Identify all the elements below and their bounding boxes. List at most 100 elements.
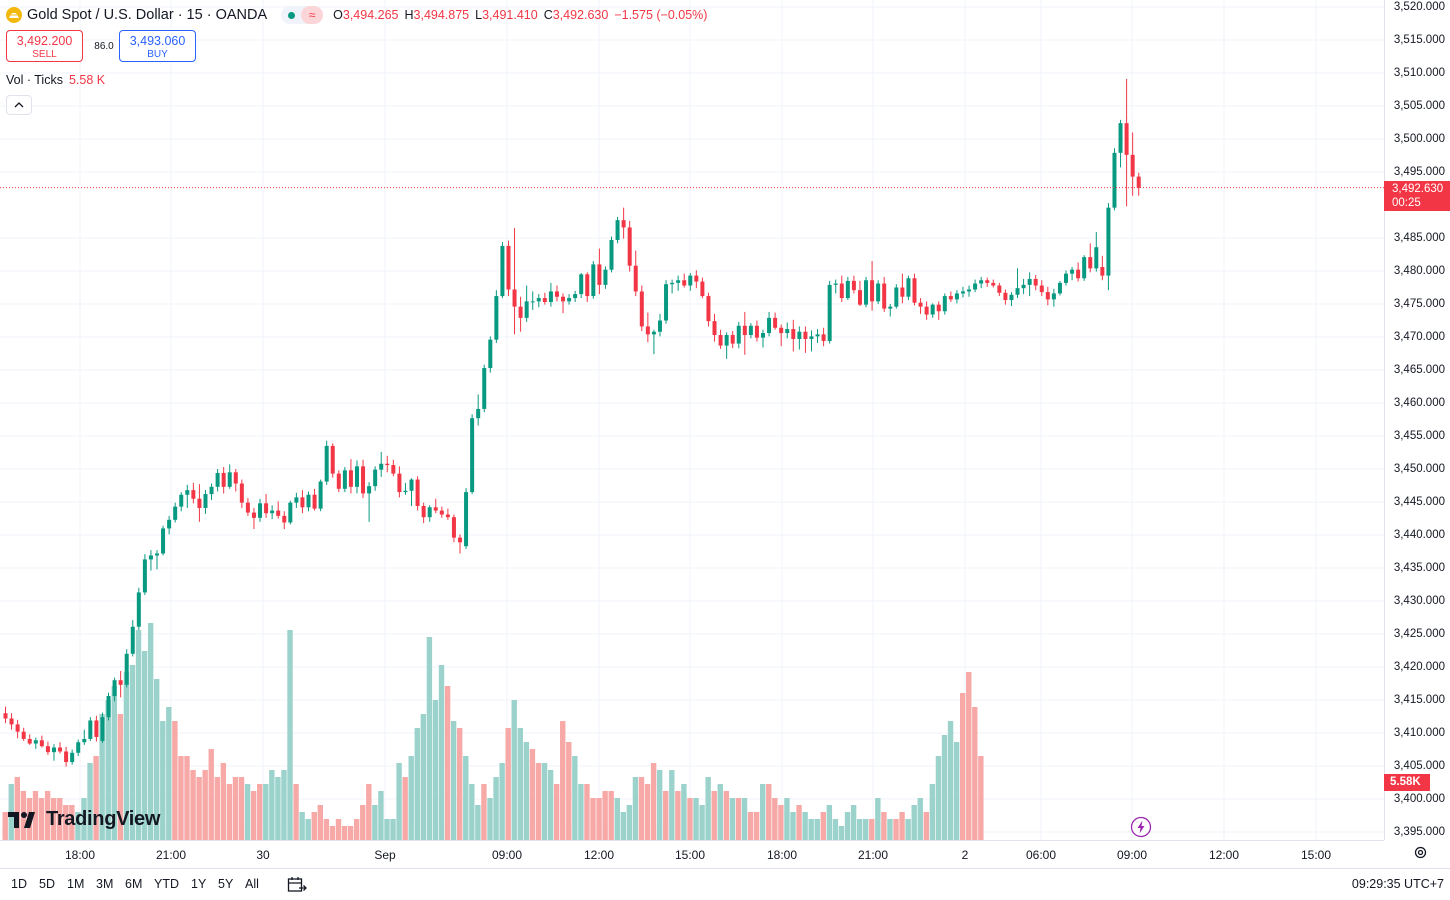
price-tick: 3,445.000 [1393,496,1445,508]
candle [433,498,438,514]
candle-body [173,506,178,520]
candle-body [415,479,420,506]
volume-bar [850,805,857,840]
clock[interactable]: 09:29:35 UTC+7 [1351,877,1444,891]
candle-body [700,281,705,297]
candle-body [179,494,184,507]
candle [482,364,487,413]
volume-bar [220,763,227,840]
volume-bar [578,784,584,840]
candle-body [15,724,20,732]
settings-icon[interactable] [1412,846,1428,862]
candle [615,216,620,244]
candle-body [585,274,590,297]
candle-body [385,463,390,466]
volume-bar [505,728,511,840]
candle [633,250,638,297]
volume-bar [820,812,826,840]
candle-body [1057,282,1062,294]
candle-body [882,283,887,309]
range-button-ytd[interactable]: YTD [154,877,179,891]
candle [227,464,232,489]
volume-bar [553,784,560,840]
candle-body [361,466,366,494]
candle-body [227,472,232,487]
candle-body [960,291,965,294]
candle [1124,78,1129,207]
candle [379,451,384,477]
volume-bar [14,777,21,840]
symbol-title[interactable]: Gold Spot / U.S. Dollar · 15 · OANDA [27,7,268,23]
candle [900,273,905,304]
candle [361,459,366,499]
candle [876,280,881,304]
candle [542,292,547,305]
candle-body [100,717,105,741]
candle [821,327,826,347]
volume-bar [590,798,596,840]
candle [82,729,87,745]
range-button-5y[interactable]: 5Y [218,877,234,891]
volume-bar [753,812,760,840]
volume-bar [226,784,233,840]
gold-coin-icon[interactable] [6,7,22,23]
candle-body [967,289,972,292]
sell-button[interactable]: 3,492.200 SELL [6,30,83,62]
price-chart[interactable] [0,0,1384,840]
candle-body [464,492,469,547]
range-button-3m[interactable]: 3M [96,877,114,891]
calendar-range-icon[interactable] [287,876,307,894]
volume-bar [32,791,39,840]
volume-bar [656,770,663,840]
candle-body [470,418,475,493]
candle [645,312,650,343]
candle-body [918,302,923,307]
candle [324,440,329,485]
market-open-dot-icon [281,6,301,24]
chart-area[interactable] [0,0,1384,840]
candle-body [773,317,778,328]
price-axis[interactable]: 3,520.000 3,515.000 3,510.000 3,505.000 3,50… [1384,0,1450,840]
candle-body [494,296,499,340]
candle-body [148,555,153,560]
volume-bar [832,819,839,840]
range-button-1d[interactable]: 1D [11,877,27,891]
volume-legend-label: Vol · Ticks [6,73,63,87]
candle [306,491,311,512]
high-label: H [404,8,414,22]
candle [258,498,263,522]
range-button-5d[interactable]: 5D [39,877,55,891]
candle-body [264,503,269,514]
candle-body [288,502,293,523]
volume-legend[interactable]: Vol · Ticks 5.58 K [6,73,105,87]
candle-body [215,472,220,487]
range-button-1m[interactable]: 1M [67,877,85,891]
low-label: L [475,8,483,22]
buy-button[interactable]: 3,493.060 BUY [119,30,196,62]
volume-bar [196,777,202,840]
lightning-icon[interactable] [1130,816,1152,838]
volume-bar [93,756,99,840]
wave-icon[interactable]: ≈ [301,6,324,24]
range-button-1y[interactable]: 1Y [191,877,207,891]
volume-bar [650,763,657,840]
candle-body [258,503,263,518]
collapse-legend-button[interactable] [6,95,32,115]
range-button-6m[interactable]: 6M [125,877,143,891]
tradingview-logo[interactable]: TradingView [8,808,160,831]
candle-body [997,285,1002,293]
candle-body [1094,247,1099,269]
candle-body [973,283,978,290]
volume-bar [541,763,548,840]
close-value: 3,492.630 [552,8,609,22]
volume-bar [596,798,602,840]
candle [809,330,814,352]
time-axis[interactable]: 18:00 21:00 30 Sep 09:00 12:00 15:00 18:00 21:00… [0,840,1384,868]
range-button-all[interactable]: All [245,877,259,891]
volume-bar [378,791,384,840]
candle [657,313,662,337]
candle-body [118,680,123,685]
candle [464,488,469,549]
volume-bar [426,637,433,840]
candle [221,467,226,494]
